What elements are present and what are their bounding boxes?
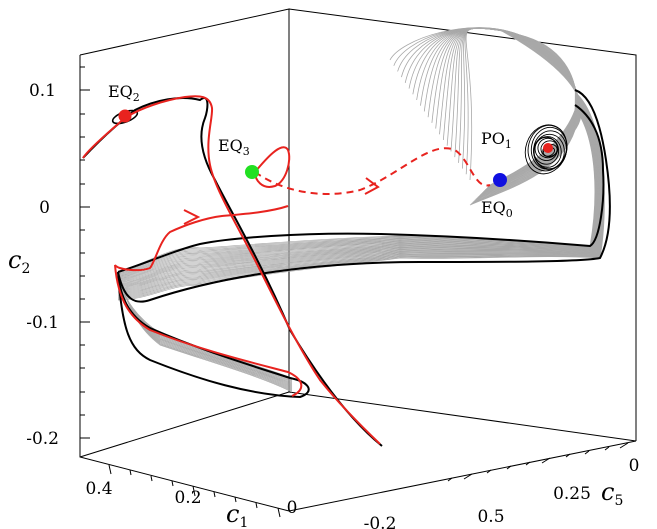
c2-tick-label: 0	[39, 198, 50, 218]
po-loop-line	[465, 27, 582, 206]
c5-tick-label: 0	[629, 456, 640, 476]
po-loop-line	[454, 27, 581, 202]
markers	[118, 109, 553, 187]
eq2-label: EQ2	[108, 82, 140, 104]
trajectory-lower	[114, 205, 303, 397]
manifold-line	[117, 98, 601, 289]
po-loop-line	[439, 27, 580, 198]
manifold-line	[117, 101, 600, 284]
manifold-line	[117, 92, 605, 300]
manifold-line	[117, 104, 598, 279]
eq2-marker	[118, 109, 132, 123]
periodic-orbit-loops	[389, 27, 582, 206]
trajectory-upper	[82, 95, 381, 445]
manifold-line	[117, 271, 293, 393]
manifold-line	[117, 104, 597, 278]
c2-tick-label: 0.1	[29, 81, 56, 101]
manifold-line	[117, 94, 603, 296]
c2-axis-title: c2	[8, 246, 30, 277]
box-back-right-edges	[288, 8, 637, 441]
manifold-line	[117, 93, 604, 297]
trajectory-arrows	[183, 177, 380, 225]
manifold-surface	[117, 91, 605, 393]
c2-tick-label: -0.1	[26, 313, 59, 333]
c1-ticks	[108, 464, 281, 518]
box-back-left-edges	[79, 8, 290, 392]
manifold-line	[117, 103, 598, 280]
manifold-line	[117, 106, 597, 275]
eq3-label: EQ3	[218, 136, 250, 158]
manifold-line	[117, 100, 600, 286]
c2-ticks	[80, 66, 90, 439]
manifold-line	[117, 97, 602, 290]
manifold-line	[117, 99, 601, 288]
manifold-line	[117, 102, 599, 282]
c5-tick-label: 0.5	[477, 507, 504, 527]
c5-axis-title: c5	[601, 478, 623, 509]
c1-tick-label: 0	[287, 498, 298, 518]
manifold-line	[117, 99, 600, 287]
manifold-line	[117, 105, 597, 276]
c1-tick-label: 0.4	[85, 479, 112, 499]
manifold-boundary	[82, 89, 611, 447]
c2-tick-label: -0.2	[26, 429, 59, 449]
manifold-line	[117, 98, 601, 289]
c5-ticks	[447, 442, 629, 482]
po1-marker	[543, 143, 553, 153]
po1-label: PO1	[481, 129, 512, 151]
box-floor-front-edge	[288, 440, 637, 512]
boundary-bottom	[117, 271, 310, 399]
manifold-line	[117, 106, 596, 275]
manifold-line	[117, 103, 598, 281]
arrow-dashed	[364, 177, 380, 195]
trajectory	[82, 95, 491, 445]
axes-box	[79, 8, 637, 512]
manifold-line	[117, 107, 596, 274]
manifold-line	[117, 91, 605, 301]
manifold-line	[117, 97, 602, 291]
c1-axis-title: c1	[226, 500, 248, 529]
manifold-line	[117, 107, 596, 273]
manifold-line	[117, 101, 599, 283]
po-loop-line	[397, 27, 577, 188]
eq3-marker	[245, 165, 259, 179]
c5-tick-label: 0.25	[553, 484, 591, 504]
boundary-outer	[117, 89, 611, 303]
c1-tick-label: -0.2	[364, 514, 397, 529]
manifold-line	[117, 96, 602, 292]
po-loop-line	[393, 27, 577, 187]
box-front-edges	[79, 55, 290, 512]
eq0-label: EQ0	[481, 198, 513, 220]
manifold-line	[117, 96, 603, 293]
manifold-line	[117, 105, 597, 277]
po-loop-line	[461, 27, 582, 204]
boundary-top	[117, 104, 605, 273]
c1-tick-label: 0.2	[174, 488, 201, 508]
eq0-marker	[493, 173, 507, 187]
arrow-lower	[183, 209, 201, 225]
box-floor-left-edge	[79, 391, 290, 458]
po1-spiral-loop	[524, 124, 568, 175]
trajectory-loop-eq3	[254, 146, 291, 188]
po-loop-line	[458, 27, 581, 203]
trajectory-dashed	[254, 147, 491, 195]
manifold-line	[117, 102, 599, 282]
box-floor-back-edge	[288, 391, 637, 442]
manifold-line	[117, 100, 600, 285]
po1-spiral	[524, 124, 568, 175]
